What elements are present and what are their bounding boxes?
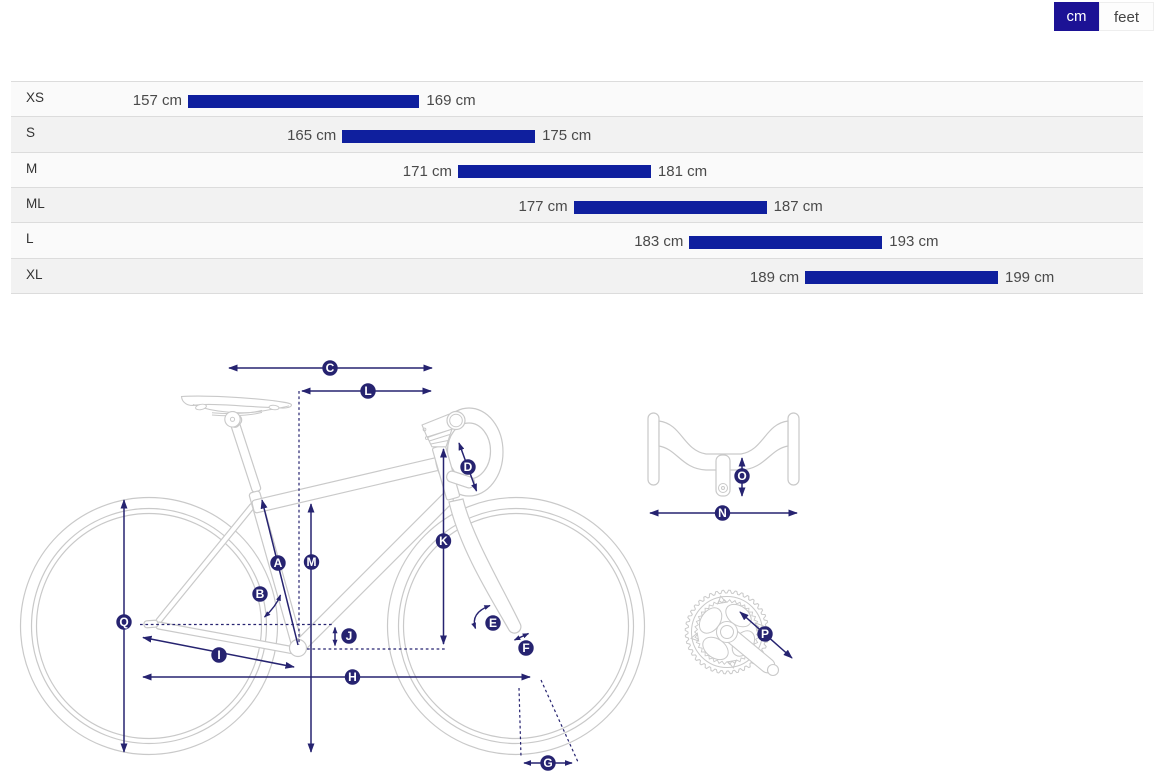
svg-text:D: D (464, 460, 473, 474)
svg-text:I: I (217, 648, 220, 662)
svg-text:F: F (522, 641, 529, 655)
svg-text:G: G (543, 756, 552, 770)
svg-text:A: A (274, 556, 283, 570)
svg-text:K: K (439, 534, 448, 548)
svg-text:B: B (256, 587, 265, 601)
svg-text:N: N (718, 506, 727, 520)
svg-text:H: H (348, 670, 357, 684)
svg-text:J: J (346, 629, 353, 643)
svg-text:E: E (489, 616, 497, 630)
svg-text:O: O (737, 469, 746, 483)
svg-text:C: C (326, 361, 335, 375)
svg-text:P: P (761, 627, 769, 641)
svg-text:Q: Q (119, 615, 128, 629)
svg-text:M: M (307, 555, 317, 569)
svg-text:L: L (364, 384, 371, 398)
